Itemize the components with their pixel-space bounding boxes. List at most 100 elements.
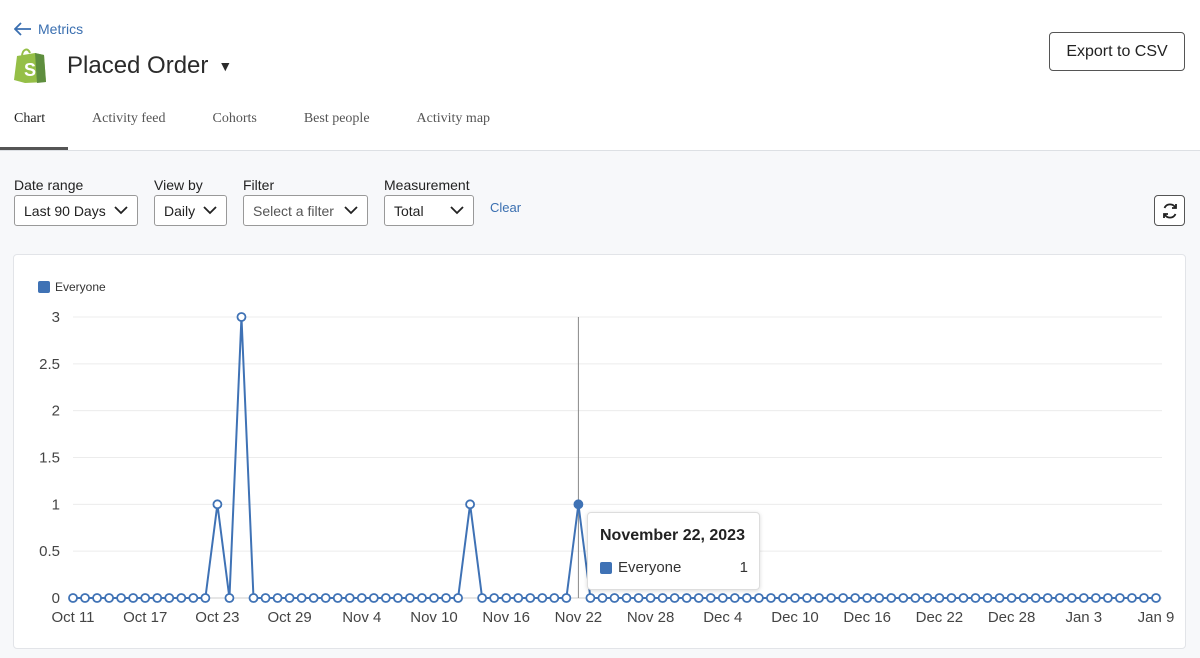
legend-swatch [38,281,50,293]
date-range-select[interactable]: Last 90 Days [14,195,138,226]
tooltip-date: November 22, 2023 [600,527,745,544]
x-tick-label: Dec 4 [703,609,742,626]
arrow-left-icon [14,22,31,36]
x-tick-label: Oct 23 [195,609,239,626]
x-tick-label: Jan 9 [1138,609,1175,626]
tooltip-swatch [600,561,612,574]
filter-select[interactable]: Select a filter [243,195,368,226]
data-point [80,593,90,603]
data-point [116,593,127,603]
data-point [982,593,993,603]
data-point [838,593,849,603]
export-csv-button[interactable]: Export to CSV [1049,32,1185,71]
data-point [296,593,307,603]
data-point [128,593,139,603]
data-point [477,593,488,603]
measurement-label: Measurement [384,177,470,193]
view-by-value: Daily [164,202,196,219]
refresh-button[interactable] [1154,195,1185,226]
data-point [814,593,824,603]
x-tick-label: Nov 10 [410,609,458,626]
data-point [1042,593,1053,603]
data-point [1139,593,1149,603]
data-point [994,593,1005,603]
measurement-select[interactable]: Total [384,195,474,226]
data-point [320,593,331,603]
data-point [332,593,343,603]
data-point [621,593,632,603]
data-point [934,593,945,603]
svg-text:S: S [24,60,36,80]
data-point [260,593,271,603]
metric-selector[interactable]: Placed Order ▼ [67,52,232,80]
tab-cohorts[interactable]: Cohorts [212,111,257,126]
chart-tooltip: November 22, 2023 Everyone 1 [587,512,760,590]
chevron-down-icon [203,206,217,215]
data-point [368,593,379,603]
data-point [1018,593,1029,603]
data-point [465,499,476,510]
data-point [778,593,788,603]
view-by-select[interactable]: Daily [154,195,227,226]
data-point [356,593,367,603]
tab-best-people[interactable]: Best people [303,111,370,126]
data-point [958,593,969,603]
x-tick-label: Nov 28 [627,609,675,626]
x-tick-label: Dec 16 [843,609,891,626]
data-point [754,593,764,603]
data-point [453,593,463,603]
data-point [970,593,981,603]
data-point [874,593,885,603]
chevron-down-icon [450,206,464,215]
data-point [573,499,584,510]
chevron-down-icon [114,206,128,215]
data-point [1127,593,1137,603]
data-point [741,593,752,603]
data-point [236,312,247,322]
x-tick-label: Oct 11 [51,609,94,626]
chevron-down-icon [344,206,358,215]
view-by-label: View by [154,177,203,193]
data-point [525,593,536,603]
measurement-value: Total [394,202,424,219]
y-tick-label: 2 [52,403,60,420]
clear-filters-link[interactable]: Clear [490,200,522,215]
data-point [561,593,572,603]
tab-activity-map[interactable]: Activity map [416,111,491,126]
y-tick-label: 0 [52,590,60,607]
data-point [513,593,524,603]
data-point [284,593,295,603]
x-tick-label: Nov 22 [555,609,603,626]
data-point [946,593,957,603]
data-point [1006,593,1017,603]
data-point [417,593,427,603]
data-point [597,593,608,603]
data-point [140,593,151,603]
legend-item-everyone[interactable]: Everyone [38,280,106,294]
data-point [380,593,391,603]
tab-activity-feed[interactable]: Activity feed [92,111,166,126]
y-tick-label: 1.5 [39,450,60,467]
x-tick-label: Nov 4 [342,609,381,626]
y-tick-label: 2.5 [39,356,60,373]
data-point [802,593,812,603]
data-point [886,593,897,603]
tooltip-series: Everyone [618,559,682,576]
back-to-metrics-link[interactable]: Metrics [14,21,83,37]
data-point [1078,593,1089,603]
data-point [308,593,319,603]
y-tick-label: 3 [52,309,60,326]
x-tick-label: Nov 16 [482,609,530,626]
data-point [910,593,921,603]
data-point [92,593,102,603]
tab-chart[interactable]: Chart [0,108,68,150]
data-point [850,593,861,603]
data-point [248,593,259,603]
data-point [1090,593,1101,603]
filter-placeholder: Select a filter [253,202,334,219]
data-point [766,593,776,603]
data-point [272,593,283,603]
shopify-bag-icon: S [14,48,46,83]
data-point [489,593,500,603]
